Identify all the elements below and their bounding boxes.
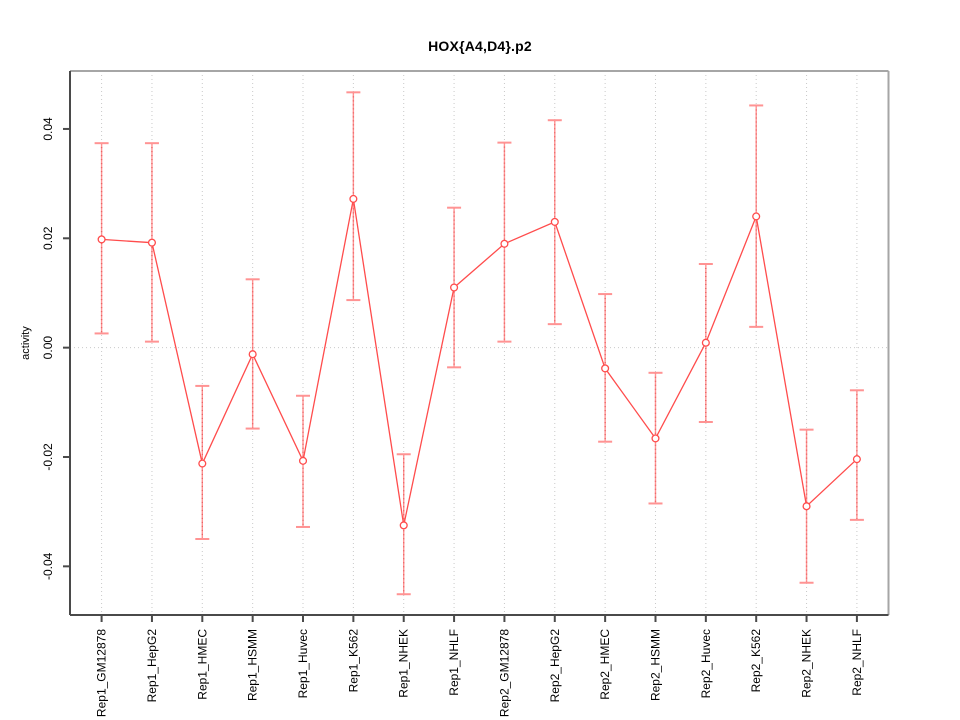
y-tick-label: 0.00 <box>41 336 55 360</box>
x-category-label: Rep1_HMEC <box>195 629 209 700</box>
x-category-label: Rep1_K562 <box>346 629 360 693</box>
x-category-label: Rep2_Huvec <box>699 629 713 698</box>
data-point <box>399 521 408 530</box>
data-point <box>500 239 509 248</box>
x-axis: Rep1_GM12878 Rep1_HepG2 Rep1_HMEC Rep1_HSMM… <box>95 615 864 717</box>
data-point <box>550 217 559 226</box>
data-point <box>349 194 358 203</box>
x-category-label: Rep2_NHLF <box>850 629 864 696</box>
x-category-label: Rep2_K562 <box>749 629 763 693</box>
data-point <box>651 434 660 443</box>
x-category-label: Rep2_NHEK <box>800 629 814 698</box>
x-category-label: Rep1_Huvec <box>296 629 310 698</box>
chart-title: HOX{A4,D4}.p2 <box>428 38 532 54</box>
x-category-label: Rep1_NHLF <box>447 629 461 696</box>
data-point <box>97 235 106 244</box>
x-category-label: Rep2_HSMM <box>648 629 662 701</box>
data-point <box>298 456 308 465</box>
data-point <box>852 455 861 464</box>
data-point <box>248 350 257 359</box>
y-tick-label: -0.02 <box>41 443 55 471</box>
x-category-label: Rep2_HMEC <box>598 629 612 700</box>
x-category-label: Rep1_GM12878 <box>95 629 109 717</box>
series-line <box>101 198 858 526</box>
data-point <box>752 212 761 221</box>
x-category-label: Rep2_HepG2 <box>548 629 562 703</box>
x-category-label: Rep1_NHEK <box>397 629 411 698</box>
error-bar <box>849 389 864 521</box>
x-category-label: Rep1_HepG2 <box>145 629 159 703</box>
data-point <box>198 459 207 468</box>
y-axis-title: activity <box>20 326 32 360</box>
data-point <box>147 238 157 247</box>
data-point <box>601 364 610 373</box>
plot-box <box>69 70 890 616</box>
data-points <box>97 194 861 530</box>
error-bars <box>94 91 864 596</box>
x-category-label: Rep1_HSMM <box>246 629 260 701</box>
data-point <box>701 338 710 347</box>
y-tick-label: -0.04 <box>41 552 55 580</box>
gridlines <box>70 71 889 615</box>
data-point <box>450 283 459 292</box>
x-category-label: Rep2_GM12878 <box>497 629 511 717</box>
y-tick-label: 0.04 <box>41 117 55 141</box>
y-tick-label: 0.02 <box>41 226 55 250</box>
data-point <box>802 502 811 511</box>
y-axis: -0.04 -0.02 0.00 0.02 0.04 activity <box>20 117 70 580</box>
